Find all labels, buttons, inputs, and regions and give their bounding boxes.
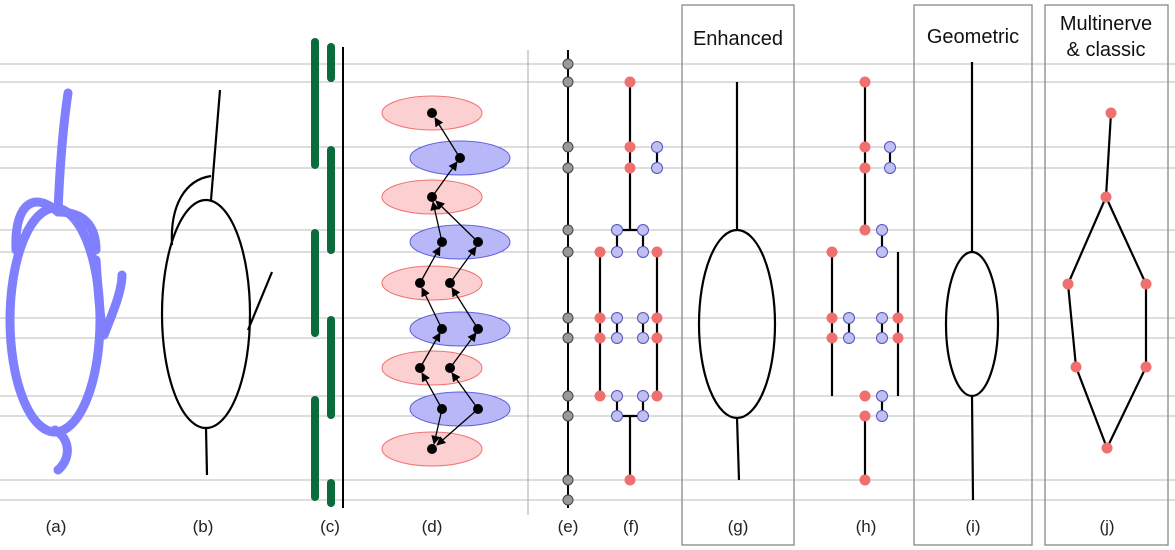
panel-i-curve — [944, 62, 1000, 501]
panel-d-ellipses — [381, 95, 511, 467]
title-multinerve: Multinerve — [1060, 13, 1152, 35]
box-i — [913, 4, 1033, 546]
title-enhanced: Enhanced — [693, 28, 783, 50]
panel-a-curve — [5, 88, 127, 475]
label-c: (c) — [320, 517, 340, 536]
panel-d-arrows — [419, 117, 479, 446]
panel-g-curve — [697, 82, 777, 481]
label-a: (a) — [46, 517, 67, 536]
panel-h-red-nodes — [826, 76, 904, 486]
label-f: (f) — [623, 517, 639, 536]
panel-h-blue-nodes — [843, 141, 896, 422]
label-d: (d) — [422, 517, 443, 536]
label-i: (i) — [965, 517, 980, 536]
panel-j-edges — [1066, 112, 1148, 449]
panel-d-nodes — [415, 108, 483, 454]
box-g — [681, 4, 795, 546]
panel-f-edges — [598, 82, 659, 480]
panel-c-bars — [311, 38, 335, 507]
panel-labels: (a) (b) (c) (d) (e) (f) (g) (h) (i) (j) — [46, 517, 1115, 536]
label-h: (h) — [856, 517, 877, 536]
panel-f-red-nodes — [594, 76, 663, 486]
panel-e-nodes — [562, 58, 574, 506]
horizontal-rules — [0, 63, 1175, 501]
label-j: (j) — [1099, 517, 1114, 536]
panel-f-blue-nodes — [611, 141, 663, 422]
box-j — [1044, 4, 1169, 546]
panel-b-curve — [160, 89, 274, 476]
label-g: (g) — [728, 517, 749, 536]
title-geometric: Geometric — [927, 26, 1019, 48]
label-e: (e) — [558, 517, 579, 536]
panel-j-nodes — [1062, 107, 1152, 454]
title-classic: & classic — [1067, 39, 1146, 61]
label-b: (b) — [193, 517, 214, 536]
